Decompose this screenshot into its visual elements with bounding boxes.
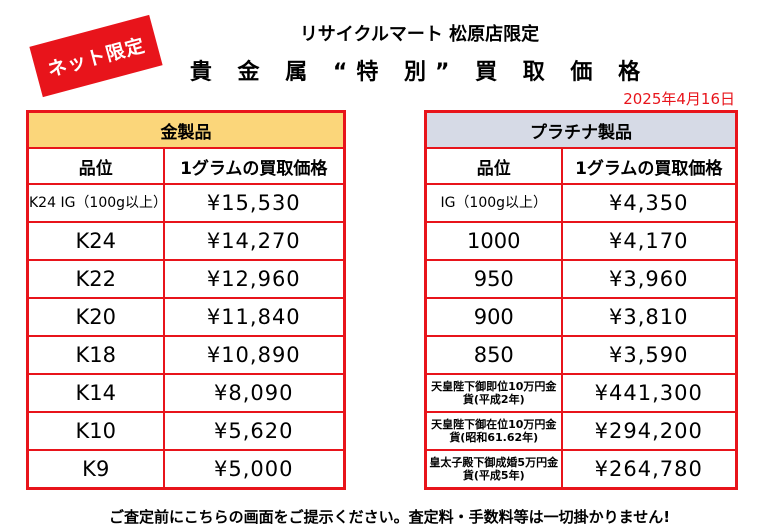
gold-grade: K22 [26,259,165,299]
table-row: 950 ¥3,960 [424,259,738,299]
platinum-grade: 天皇陛下御即位10万円金貨(平成2年) [424,373,563,413]
platinum-price: ¥264,780 [560,449,738,489]
gold-col-price: 1グラムの買取価格 [162,147,346,185]
page-title: 貴 金 属 “特 別” 買 取 価 格 [189,60,650,85]
platinum-grade: 天皇陛下御在位10万円金貨(昭和61.62年) [424,411,563,451]
gold-price: ¥15,530 [162,183,346,223]
gold-table-header: 金製品 [26,110,346,149]
store-name: リサイクルマート 松原店限定 [299,24,540,45]
platinum-col-price: 1グラムの買取価格 [560,147,738,185]
gold-price: ¥14,270 [162,221,346,261]
platinum-price: ¥441,300 [560,373,738,413]
table-row: 850 ¥3,590 [424,335,738,375]
gold-grade: K14 [26,373,165,413]
gold-grade: K24 IG（100g以上） [26,183,167,223]
table-row: K22 ¥12,960 [26,259,346,299]
platinum-price: ¥4,350 [560,183,738,223]
platinum-grade: 900 [424,297,563,337]
table-row: IG（100g以上） ¥4,350 [424,183,738,223]
table-row: 1000 ¥4,170 [424,221,738,261]
gold-grade: K24 [26,221,165,261]
table-row: 天皇陛下御在位10万円金貨(昭和61.62年) ¥294,200 [424,411,738,451]
platinum-grade: 1000 [424,221,563,261]
platinum-price: ¥3,590 [560,335,738,375]
platinum-price: ¥294,200 [560,411,738,451]
price-date: 2025年4月16日 [623,90,735,108]
gold-price: ¥10,890 [162,335,346,375]
gold-grade: K9 [26,449,165,489]
table-row: 900 ¥3,810 [424,297,738,337]
footer-note: ご査定前にこちらの画面をご提示ください。査定料・手数料等は一切掛かりません! [108,508,671,526]
table-row: 天皇陛下御即位10万円金貨(平成2年) ¥441,300 [424,373,738,413]
platinum-grade: 950 [424,259,563,299]
platinum-grade: 皇太子殿下御成婚5万円金貨(平成5年) [424,449,563,489]
platinum-price: ¥3,810 [560,297,738,337]
gold-grade: K18 [26,335,165,375]
platinum-col-grade: 品位 [424,147,563,185]
table-row: K20 ¥11,840 [26,297,346,337]
platinum-price: ¥3,960 [560,259,738,299]
table-row: 皇太子殿下御成婚5万円金貨(平成5年) ¥264,780 [424,449,738,489]
table-row: K18 ¥10,890 [26,335,346,375]
platinum-table-header: プラチナ製品 [424,110,738,149]
gold-price: ¥5,620 [162,411,346,451]
table-row: K24 IG（100g以上） ¥15,530 [26,183,346,223]
platinum-grade: IG（100g以上） [424,183,563,223]
table-row: K9 ¥5,000 [26,449,346,489]
table-row: K24 ¥14,270 [26,221,346,261]
gold-grade: K20 [26,297,165,337]
platinum-price-table: プラチナ製品 品位 1グラムの買取価格 IG（100g以上） ¥4,350 10… [424,110,738,490]
gold-price: ¥8,090 [162,373,346,413]
gold-price: ¥12,960 [162,259,346,299]
gold-price-table: 金製品 品位 1グラムの買取価格 K24 IG（100g以上） ¥15,530 … [26,110,346,490]
platinum-grade: 850 [424,335,563,375]
table-row: K14 ¥8,090 [26,373,346,413]
gold-col-grade: 品位 [26,147,165,185]
gold-grade: K10 [26,411,165,451]
platinum-price: ¥4,170 [560,221,738,261]
table-row: K10 ¥5,620 [26,411,346,451]
gold-price: ¥11,840 [162,297,346,337]
gold-price: ¥5,000 [162,449,346,489]
